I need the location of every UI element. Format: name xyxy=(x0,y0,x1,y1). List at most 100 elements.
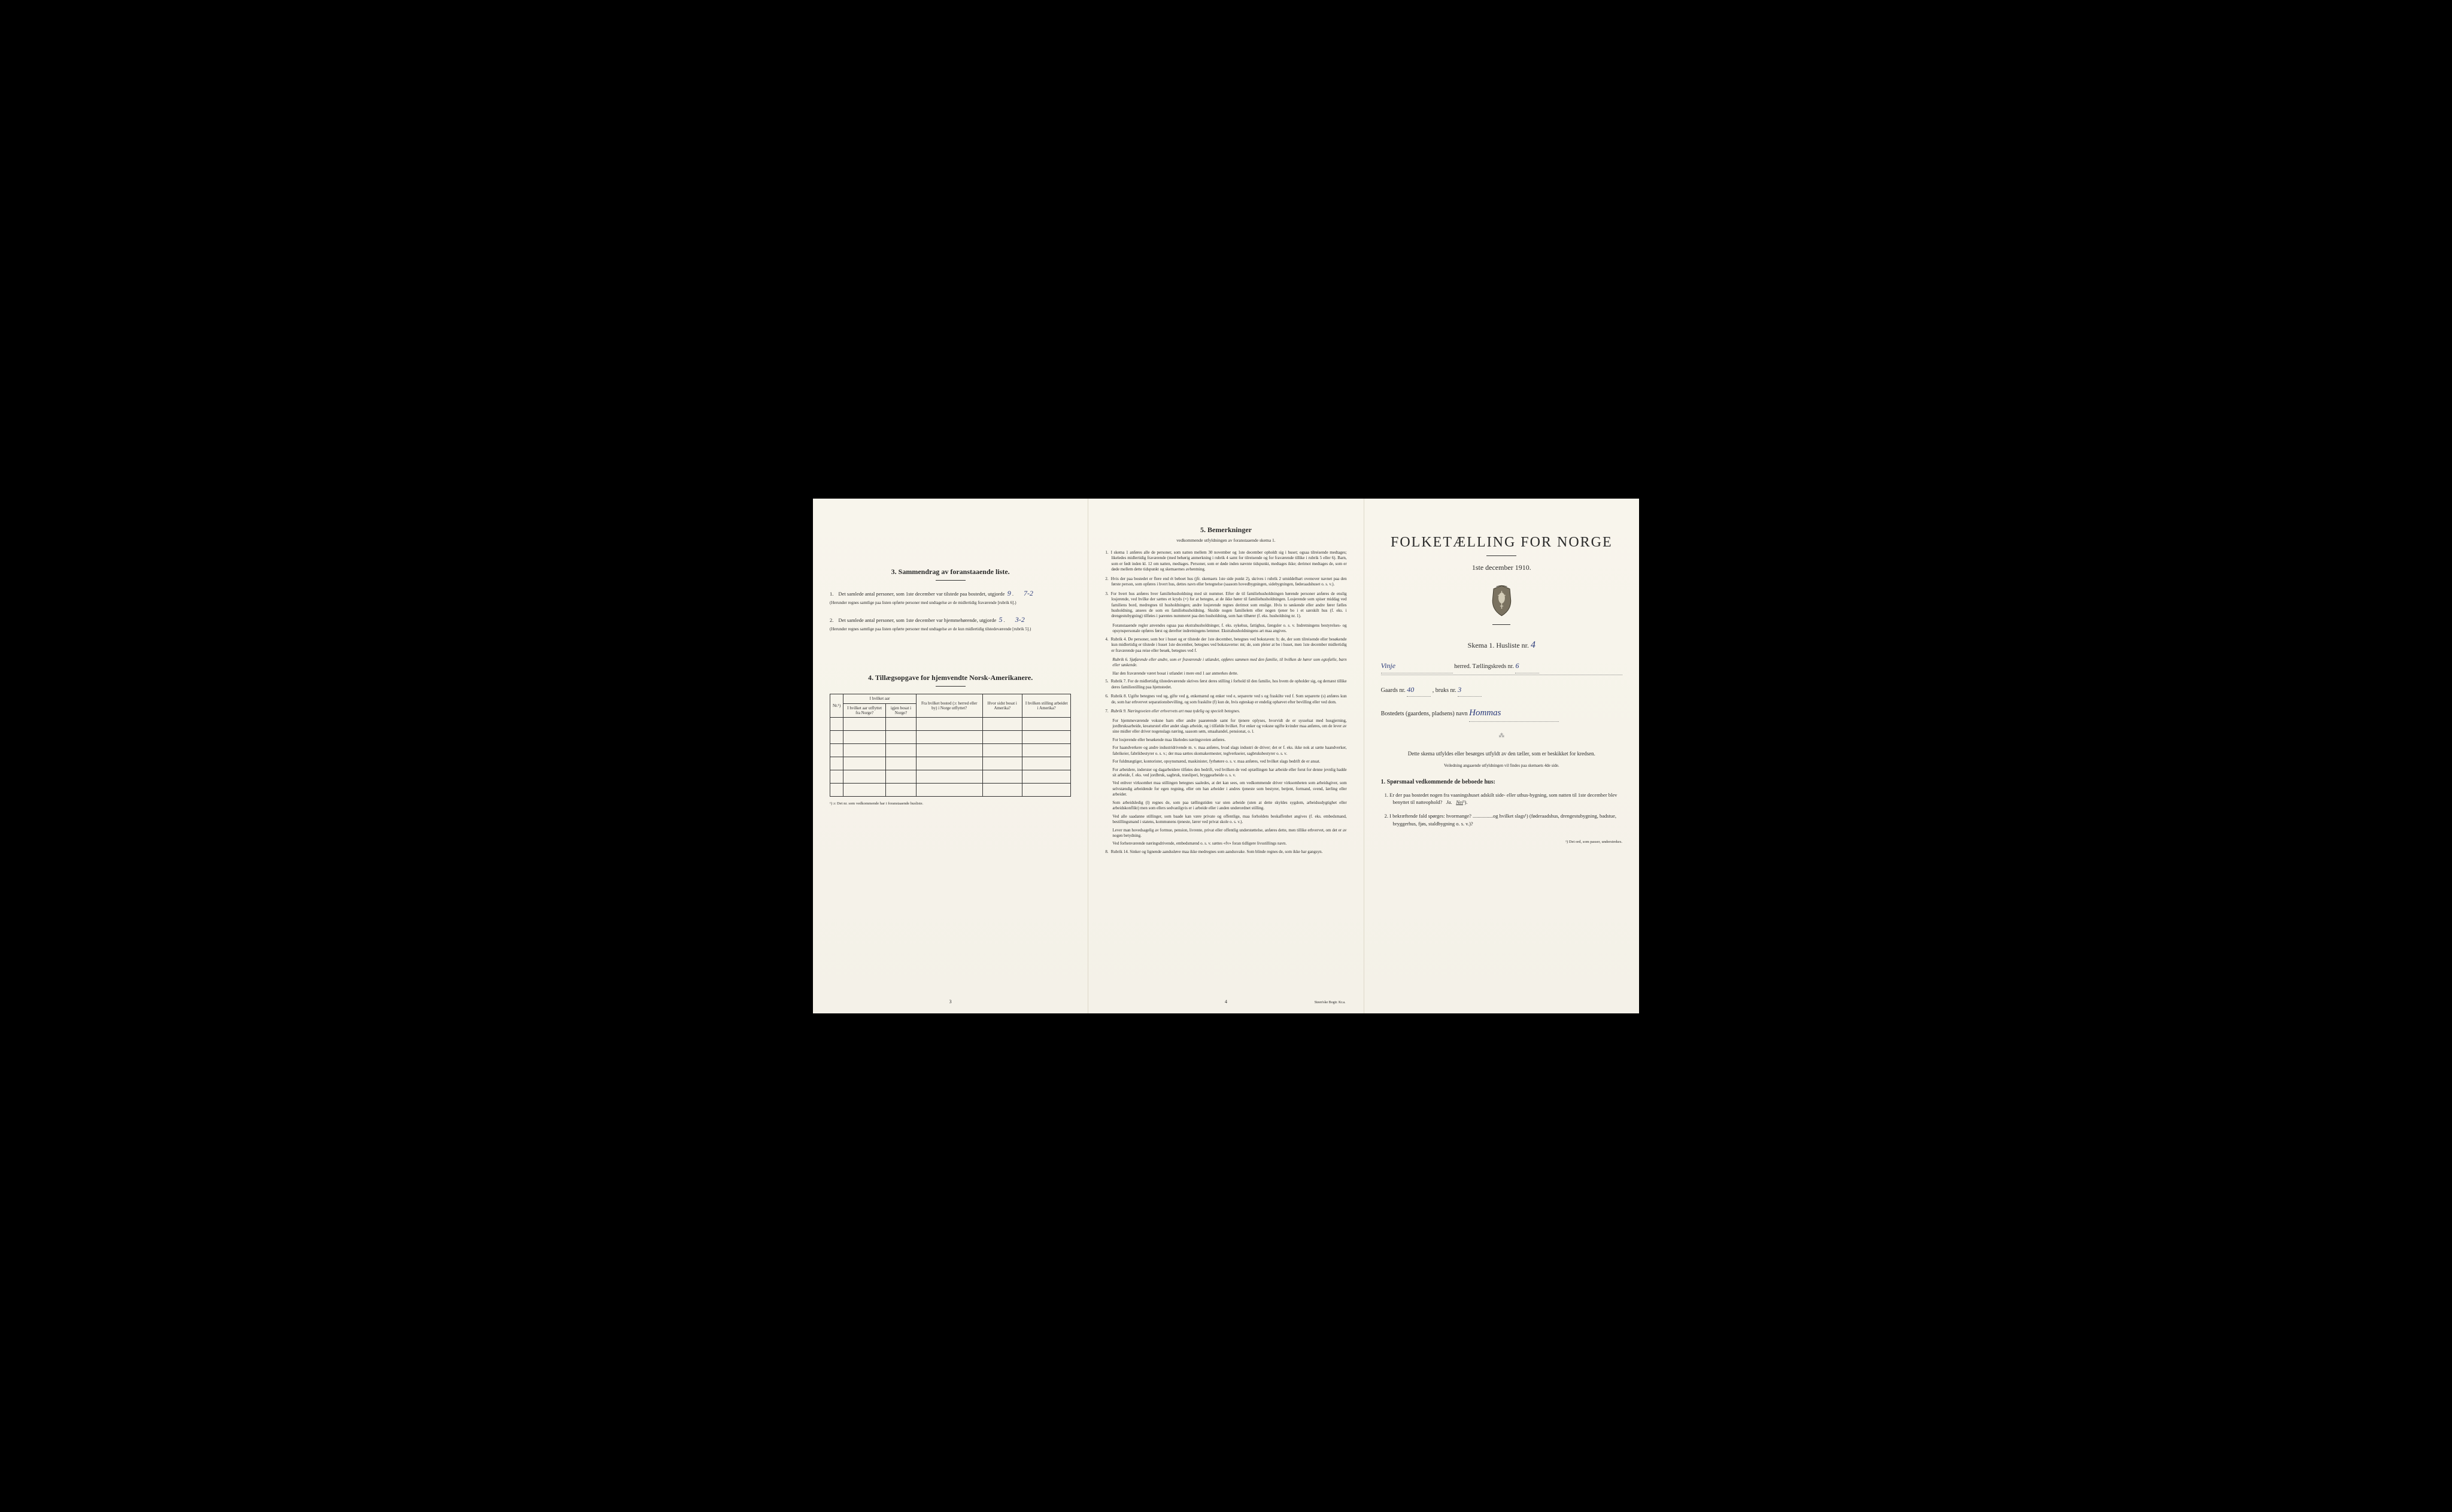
bosted-label: Bostedets (gaardens, pladsens) navn xyxy=(1381,711,1468,717)
table-footnote: ¹) ɔ: Det nr. som vedkommende har i fora… xyxy=(830,801,1071,806)
remark-7-sub: For hjemmeværende voksne barn eller andr… xyxy=(1105,718,1346,735)
remark-7-sub: Som arbeidsledig (l) regnes de, som paa … xyxy=(1105,800,1346,812)
remark-1: 1.I skema 1 anføres alle de personer, so… xyxy=(1105,550,1346,573)
remark-7-sub: Ved alle saadanne stillinger, som baade … xyxy=(1105,814,1346,825)
remark-text: For hvert hus anføres hver familiehushol… xyxy=(1111,591,1347,619)
ornament: ⁂ xyxy=(1381,733,1622,739)
page-2: 5. Bemerkninger vedkommende utfyldningen… xyxy=(1088,499,1364,1013)
remark-4: 4.Rubrik 4. De personer, som bor i huset… xyxy=(1105,637,1346,654)
table-row xyxy=(830,731,1071,744)
handwritten-value: 7-2 xyxy=(1024,589,1033,597)
handwritten-value: 3-2 xyxy=(1015,615,1025,624)
skema-line: Skema 1. Husliste nr. 4 xyxy=(1381,640,1622,651)
num: 1. xyxy=(830,591,833,597)
q-text: Er der paa bostedet nogen fra vaaningshu… xyxy=(1389,792,1617,806)
remark-7-sub: For losjerende eller besøkende maa likel… xyxy=(1105,737,1346,743)
gaards-nr: 40 xyxy=(1407,685,1414,694)
remark-8: 8.Rubrik 14. Sinker og lignende aandsslø… xyxy=(1105,849,1346,855)
rule xyxy=(936,580,966,581)
remark-5: 5.Rubrik 7. For de midlertidig tilstedev… xyxy=(1105,679,1346,690)
page3-footnote: ¹) Det ord, som passer, understrekes. xyxy=(1381,840,1622,844)
remark-text: Rubrik 4. De personer, som bor i huset o… xyxy=(1111,637,1347,653)
remark-7-sub: Ved forhenværende næringsdrivende, embed… xyxy=(1105,841,1346,846)
remark-7-sub: For arbeidere, inderster og dagarbeidere… xyxy=(1105,767,1346,779)
herred-label: herred. Tællingskreds nr. xyxy=(1454,663,1514,670)
herred-name: Vinje xyxy=(1381,661,1395,670)
bosted-name: Hommas xyxy=(1469,708,1501,718)
remark-7-sub: For haandverkere og andre industridriven… xyxy=(1105,745,1346,757)
remark-text: Rubrik 7. For de midlertidig tilstedevær… xyxy=(1111,679,1347,689)
q-text: I bekræftende fald spørges: hvormange? .… xyxy=(1389,813,1616,827)
th-from: Fra hvilket bosted (ɔ: herred eller by) … xyxy=(916,694,982,718)
bruks-nr: 3 xyxy=(1458,685,1461,694)
item-text: Det samlede antal personer, som 1ste dec… xyxy=(839,617,997,623)
nei-option: Nei xyxy=(1456,799,1463,805)
table-row xyxy=(830,718,1071,731)
table-body xyxy=(830,718,1071,797)
remark-4-sub-b: Har den fraværende været bosat i utlande… xyxy=(1105,671,1346,676)
th-year-group: I hvilket aar xyxy=(843,694,917,703)
table-row xyxy=(830,784,1071,797)
skema-label: Skema 1. Husliste nr. xyxy=(1468,641,1529,649)
page-1: 3. Sammendrag av foranstaaende liste. 1.… xyxy=(813,499,1088,1013)
remark-4-sub-a: Rubrik 6. Sjøfarende eller andre, som er… xyxy=(1105,657,1346,669)
page-number: 3 xyxy=(949,999,952,1004)
remark-text: I skema 1 anføres alle de personer, som … xyxy=(1111,550,1347,572)
th-position: I hvilken stilling arbeidet i Amerika? xyxy=(1022,694,1070,718)
table-row xyxy=(830,744,1071,757)
table-section: Nr.¹) I hvilket aar Fra hvilket bosted (… xyxy=(830,694,1071,806)
summary-item-1: 1. Det samlede antal personer, som 1ste … xyxy=(830,588,1071,606)
gaards-label: Gaards nr. xyxy=(1381,687,1406,694)
census-title: FOLKETÆLLING FOR NORGE xyxy=(1381,535,1622,551)
remark-text: Rubrik 8. Ugifte betegnes ved ug, gifte … xyxy=(1111,694,1347,704)
question-1: 1. Er der paa bostedet nogen fra vaaning… xyxy=(1381,791,1622,807)
item-note: (Herunder regnes samtlige paa listen opf… xyxy=(837,627,1071,632)
item-note: (Herunder regnes samtlige paa listen opf… xyxy=(837,600,1071,606)
handwritten-value: 5 xyxy=(999,615,1003,624)
page-number: 4 xyxy=(1225,999,1227,1004)
remark-3-sub: Foranstaaende regler anvendes ogsaa paa … xyxy=(1105,623,1346,634)
remark-7-sub: Ved enhver virksomhet maa stillingen bet… xyxy=(1105,781,1346,797)
instruction-main: Dette skema utfyldes eller besørges utfy… xyxy=(1381,750,1622,758)
item-text: Det samlede antal personer, som 1ste dec… xyxy=(839,591,1005,597)
q-num: 2. xyxy=(1385,813,1388,819)
rule xyxy=(1486,555,1516,556)
section-3-title: 3. Sammendrag av foranstaaende liste. xyxy=(830,567,1071,576)
printer-mark: Steen'ske Bogtr. Kr.a. xyxy=(1315,1001,1346,1004)
remark-3: 3.For hvert hus anføres hver familiehush… xyxy=(1105,591,1346,620)
coat-of-arms-icon xyxy=(1488,584,1515,617)
rule xyxy=(936,686,966,687)
th-out: I hvilket aar utflyttet fra Norge? xyxy=(843,703,886,718)
remark-6: 6.Rubrik 8. Ugifte betegnes ved ug, gift… xyxy=(1105,694,1346,705)
remark-7-sub: For fuldmægtiger, kontorister, opsynsmæn… xyxy=(1105,759,1346,764)
table-row xyxy=(830,757,1071,770)
gaards-line: Gaards nr. 40 , bruks nr. 3 xyxy=(1381,684,1622,697)
document-container: 3. Sammendrag av foranstaaende liste. 1.… xyxy=(813,499,1639,1013)
americans-table: Nr.¹) I hvilket aar Fra hvilket bosted (… xyxy=(830,694,1071,797)
ja-option: Ja. xyxy=(1446,799,1452,805)
question-2: 2. I bekræftende fald spørges: hvormange… xyxy=(1381,812,1622,828)
herred-line: Vinje herred. Tællingskreds nr. 6 xyxy=(1381,660,1622,675)
question-title: 1. Spørsmaal vedkommende de beboede hus: xyxy=(1381,779,1622,785)
remark-2: 2.Hvis der paa bostedet er flere end ét … xyxy=(1105,576,1346,588)
remark-7: 7.Rubrik 9. Næringsveien eller erhvervet… xyxy=(1105,709,1346,714)
census-date: 1ste december 1910. xyxy=(1381,563,1622,572)
kreds-nr: 6 xyxy=(1515,661,1519,670)
remark-7-sub: Lever man hovedsagelig av formue, pensio… xyxy=(1105,828,1346,839)
table-row xyxy=(830,770,1071,784)
section-5-sub: vedkommende utfyldningen av foranstaaend… xyxy=(1105,538,1346,543)
q-num: 1. xyxy=(1385,792,1388,798)
remark-text: Rubrik 14. Sinker og lignende aandssløve… xyxy=(1111,849,1323,854)
th-where: Hvor sidst bosat i Amerika? xyxy=(982,694,1022,718)
bruks-label: , bruks nr. xyxy=(1433,687,1456,694)
sup: ¹). xyxy=(1463,799,1468,805)
husliste-nr: 4 xyxy=(1531,640,1535,650)
summary-item-2: 2. Det samlede antal personer, som 1ste … xyxy=(830,614,1071,632)
rule xyxy=(1492,624,1510,625)
section-4-title: 4. Tillægsopgave for hjemvendte Norsk-Am… xyxy=(830,673,1071,682)
handwritten-value: 9 xyxy=(1007,589,1011,597)
instruction-sub: Veiledning angaaende utfyldningen vil fi… xyxy=(1381,763,1622,768)
th-back: igjen bosat i Norge? xyxy=(886,703,917,718)
section-5-title: 5. Bemerkninger xyxy=(1105,526,1346,535)
remark-text: Rubrik 9. Næringsveien eller erhvervets … xyxy=(1111,709,1240,714)
